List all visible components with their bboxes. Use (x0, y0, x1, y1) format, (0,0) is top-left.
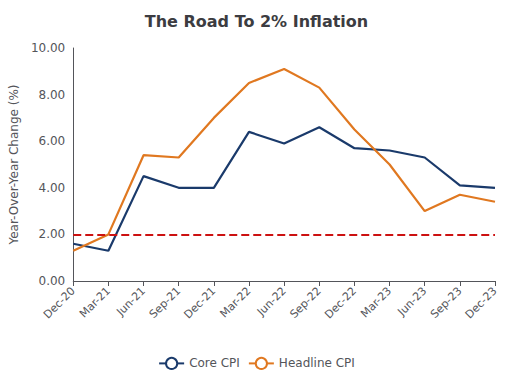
svg-text:10.00: 10.00 (31, 41, 65, 55)
svg-text:Sep-21: Sep-21 (147, 284, 184, 321)
svg-text:Dec-22: Dec-22 (322, 284, 359, 321)
svg-text:6.00: 6.00 (39, 134, 66, 148)
svg-text:Core CPI: Core CPI (189, 356, 240, 370)
svg-text:The Road To 2% Inflation: The Road To 2% Inflation (145, 12, 368, 31)
svg-text:Jun-22: Jun-22 (254, 284, 289, 319)
svg-text:2.00: 2.00 (39, 227, 66, 241)
svg-text:Jun-23: Jun-23 (395, 284, 430, 319)
svg-text:0.00: 0.00 (39, 274, 66, 288)
svg-text:Dec-23: Dec-23 (463, 284, 500, 321)
svg-text:Mar-22: Mar-22 (218, 284, 254, 320)
svg-text:Mar-21: Mar-21 (77, 284, 113, 320)
svg-text:4.00: 4.00 (39, 181, 66, 195)
svg-text:8.00: 8.00 (39, 88, 66, 102)
svg-text:Mar-23: Mar-23 (358, 284, 394, 320)
svg-text:Dec-20: Dec-20 (41, 284, 78, 321)
svg-text:Dec-21: Dec-21 (182, 284, 219, 321)
svg-text:Sep-22: Sep-22 (287, 284, 324, 321)
svg-text:Year-Over-Year Change (%): Year-Over-Year Change (%) (7, 84, 21, 245)
svg-text:Sep-23: Sep-23 (428, 284, 465, 321)
svg-text:Headline CPI: Headline CPI (279, 356, 355, 370)
svg-text:Jun-21: Jun-21 (113, 284, 148, 319)
